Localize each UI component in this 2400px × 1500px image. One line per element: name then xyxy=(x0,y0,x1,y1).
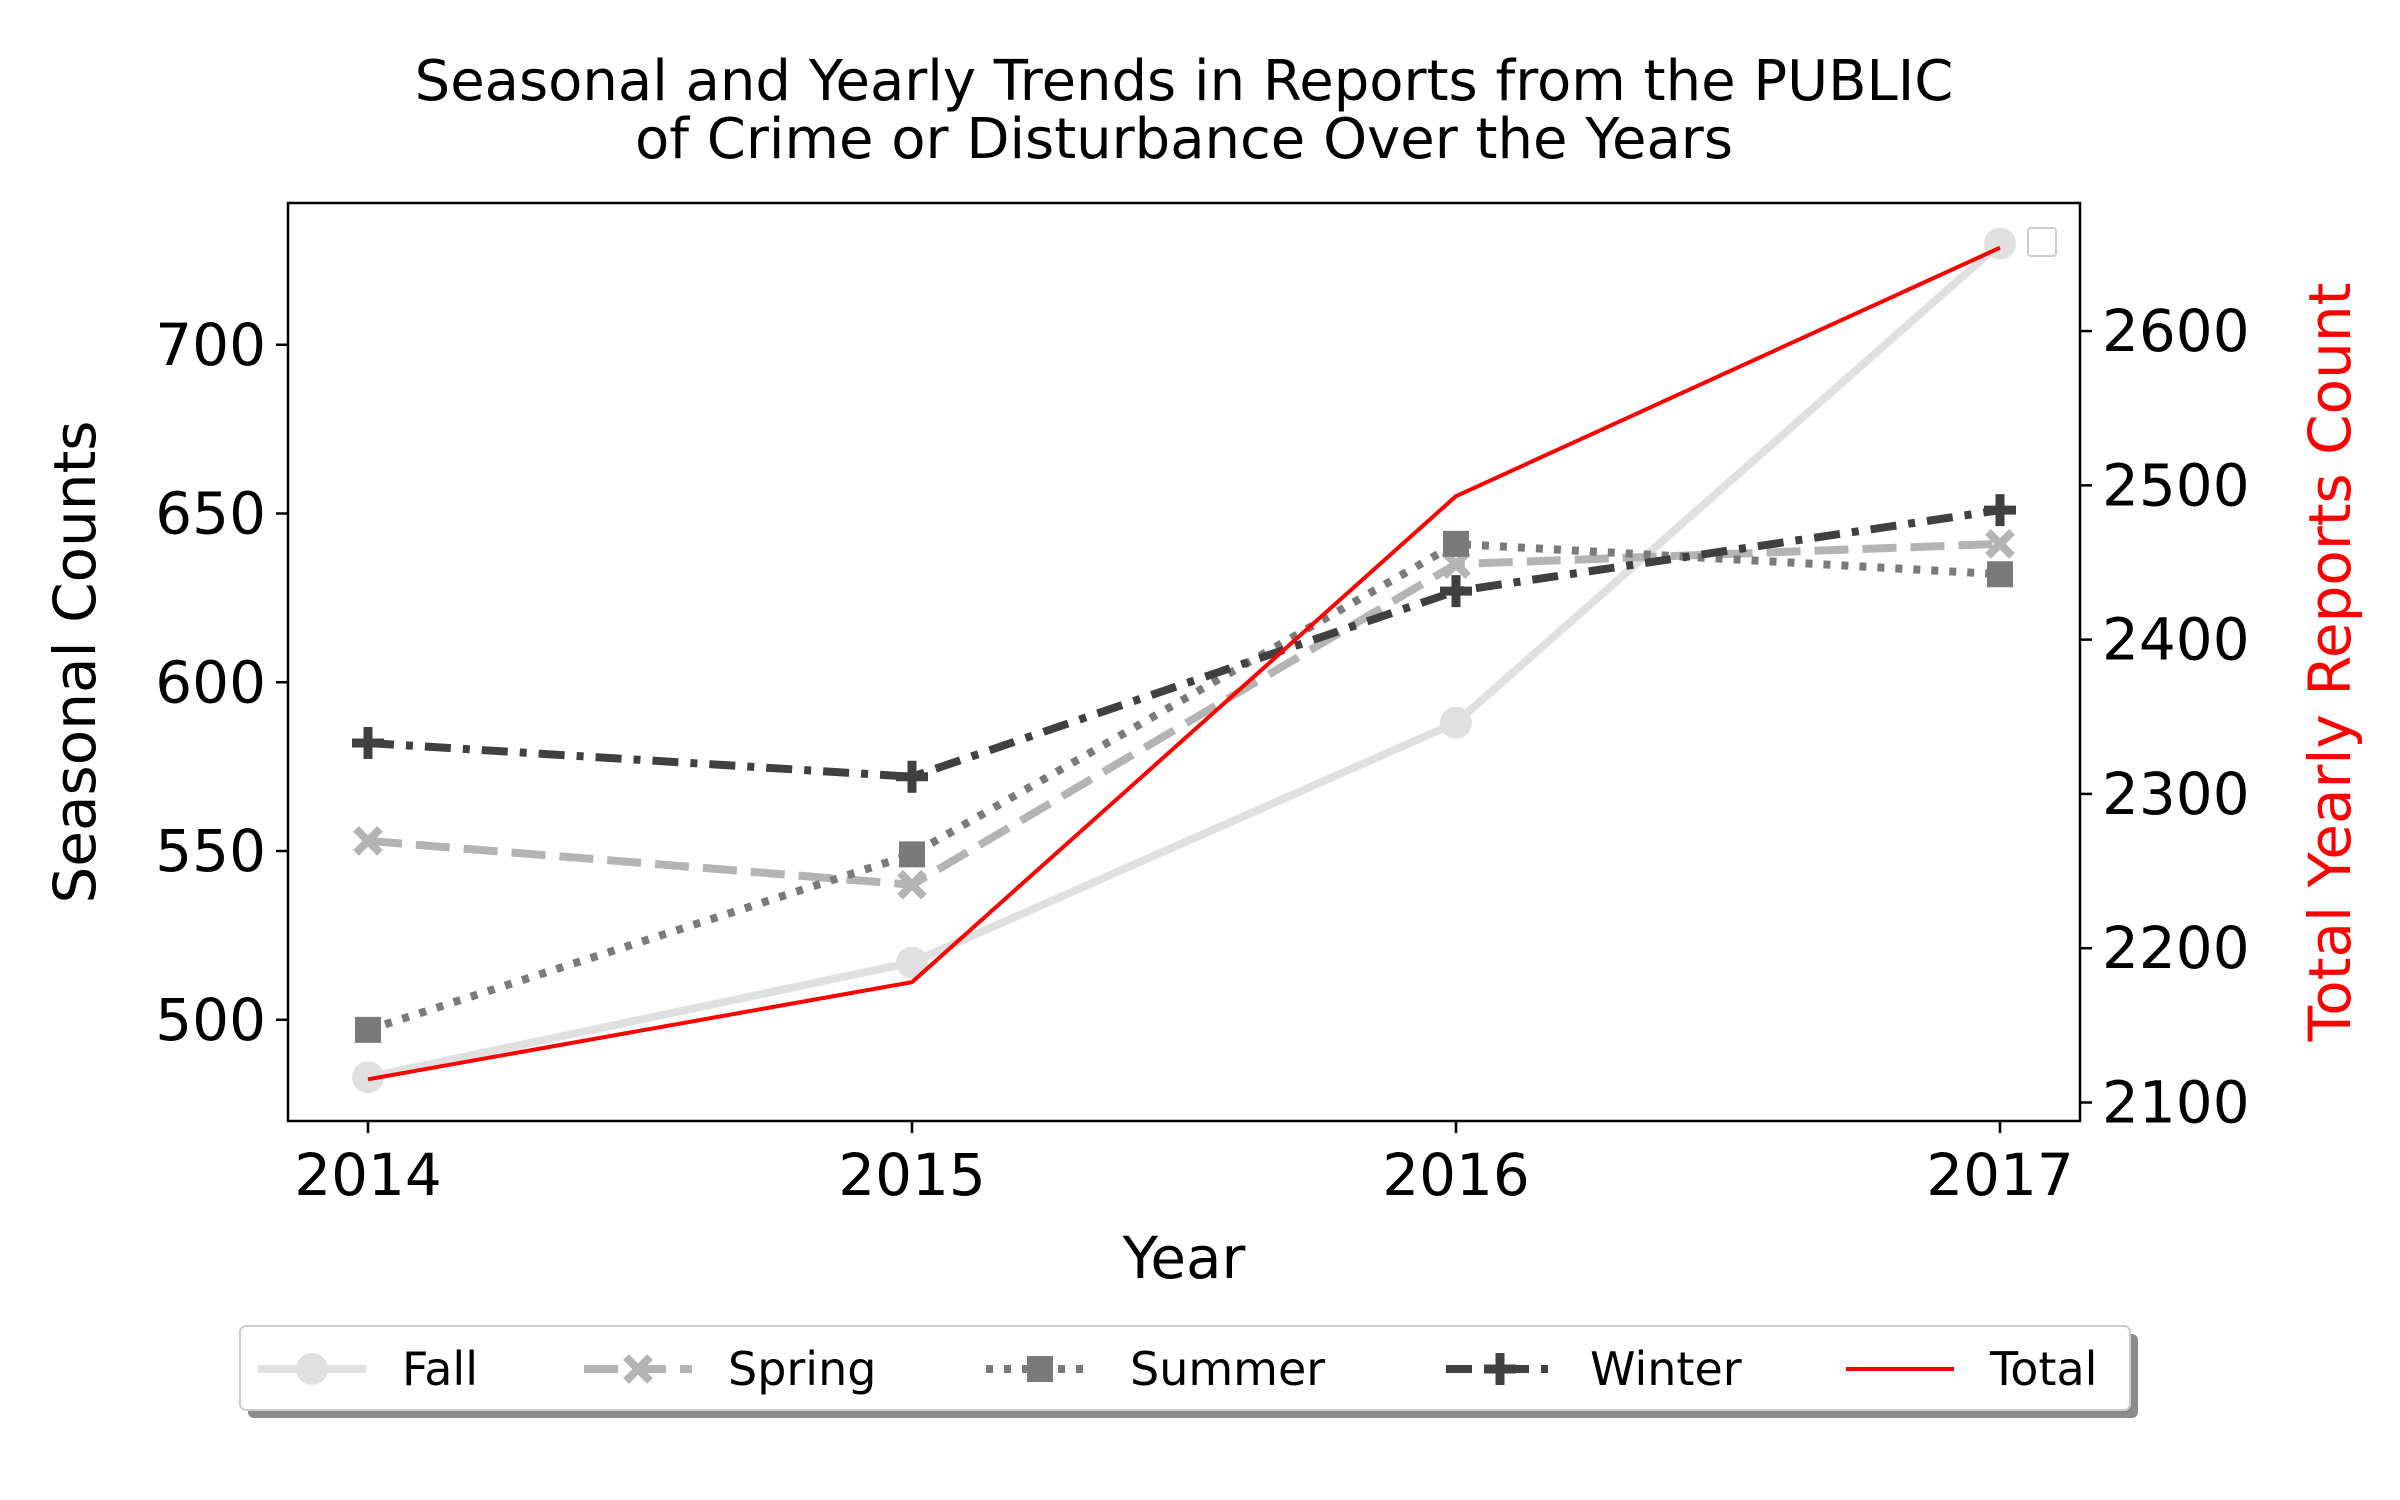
data-point xyxy=(1484,1353,1516,1385)
data-point xyxy=(353,826,383,856)
chart-title-line: Seasonal and Yearly Trends in Reports fr… xyxy=(415,49,1954,114)
x-tick-label: 2017 xyxy=(1926,1141,2074,1209)
series-line xyxy=(367,539,2001,889)
legend: Fall Spring Summer Winter Total xyxy=(239,1325,2138,1418)
data-point xyxy=(897,869,927,900)
series-line xyxy=(367,506,2001,781)
y2-tick-label: 2400 xyxy=(2102,606,2250,674)
data-point xyxy=(1443,530,1469,557)
series-line xyxy=(367,245,2001,1082)
chart-title-line: of Crime or Disturbance Over the Years xyxy=(635,107,1733,172)
series-winter xyxy=(352,494,2016,793)
data-point xyxy=(896,760,928,793)
plot-area xyxy=(352,227,2016,1094)
legend-label: Fall xyxy=(402,1342,478,1396)
y2-tick-label: 2500 xyxy=(2102,451,2250,519)
y-tick-label: 500 xyxy=(155,986,266,1054)
data-point xyxy=(1984,494,2016,527)
y2-tick-label: 2200 xyxy=(2102,914,2250,982)
data-point xyxy=(296,1353,328,1385)
x-axis-label: Year xyxy=(1122,1224,1246,1292)
x-tick-label: 2016 xyxy=(1382,1141,1530,1209)
data-point xyxy=(896,946,928,979)
y2-tick-label: 2100 xyxy=(2102,1068,2250,1136)
y-tick-label: 700 xyxy=(155,311,266,379)
legend-label: Spring xyxy=(728,1342,876,1396)
legend-label: Summer xyxy=(1130,1342,1325,1396)
y2-axis-label: Total Yearly Reports Count xyxy=(2296,283,2364,1043)
legend-entry-spring: Spring xyxy=(584,1342,876,1396)
data-point xyxy=(623,1354,653,1384)
data-point xyxy=(899,841,925,868)
data-point xyxy=(355,1016,381,1043)
series-summer xyxy=(355,530,2013,1043)
legend-box xyxy=(239,1325,2131,1411)
series-line xyxy=(366,539,2001,1034)
y-tick-label: 600 xyxy=(155,648,266,716)
x-tick-label: 2014 xyxy=(294,1141,442,1209)
y-tick-label: 650 xyxy=(155,480,266,548)
data-point xyxy=(1440,706,1472,739)
data-point xyxy=(352,1061,384,1094)
data-point xyxy=(1027,1356,1053,1382)
legend-label: Winter xyxy=(1590,1342,1742,1396)
legend-entry-total: Total xyxy=(1846,1342,2097,1396)
legend-label: Total xyxy=(1989,1342,2097,1396)
x-tick-label: 2015 xyxy=(838,1141,986,1209)
data-point xyxy=(1987,561,2013,588)
y-tick-label: 550 xyxy=(155,817,266,885)
y2-tick-label: 2600 xyxy=(2102,297,2250,365)
series-line xyxy=(367,240,2003,1082)
legend-entry-winter: Winter xyxy=(1446,1342,1742,1396)
series-fall xyxy=(352,227,2016,1094)
chart-title: Seasonal and Yearly Trends in Reports fr… xyxy=(415,49,1954,172)
empty-legend-box xyxy=(2027,227,2057,257)
legend-entry-fall: Fall xyxy=(258,1342,478,1396)
data-point xyxy=(1440,575,1472,608)
data-point xyxy=(352,727,384,759)
data-point xyxy=(1985,529,2015,559)
y-axis-label: Seasonal Counts xyxy=(41,420,109,903)
plot-frame xyxy=(286,201,2082,1123)
series-total xyxy=(367,245,2001,1082)
axes: 2014 2015 2016 2017 500 550 600 650 700 2100 2200 2… xyxy=(155,297,2249,1209)
y2-tick-label: 2300 xyxy=(2102,760,2250,828)
legend-entry-summer: Summer xyxy=(986,1342,1325,1396)
